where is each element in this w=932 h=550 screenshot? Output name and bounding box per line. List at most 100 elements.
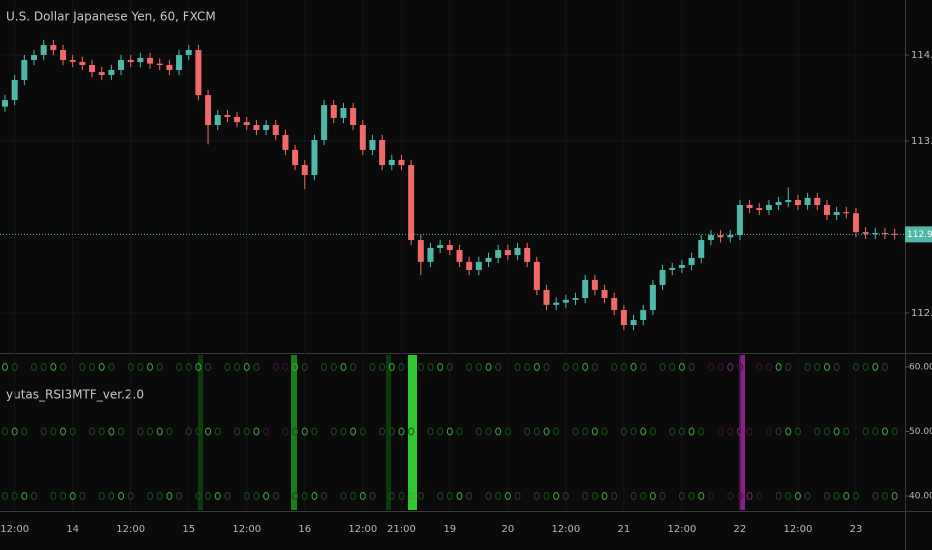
indicator-dot: [794, 427, 801, 436]
candle-body: [475, 261, 482, 270]
indicator-dot: [282, 362, 289, 371]
indicator-dot: [611, 492, 618, 501]
candle-body: [272, 125, 279, 135]
indicator-dot: [485, 492, 492, 501]
x-tick-label: 12:00: [784, 524, 813, 535]
indicator-dot: [485, 362, 492, 371]
indicator-dot: [649, 427, 656, 436]
indicator-dot: [185, 427, 192, 436]
indicator-dot: [253, 362, 260, 371]
indicator-dot: [582, 427, 589, 436]
candle-body: [185, 50, 192, 56]
indicator-dot: [785, 362, 792, 371]
indicator-dot: [89, 362, 96, 371]
indicator-dot: [765, 362, 772, 371]
indicator-dot: [311, 492, 318, 501]
candle-body: [727, 235, 734, 238]
indicator-dot: [794, 492, 801, 501]
indicator-dot: [814, 362, 821, 371]
indicator-dot: [746, 427, 753, 436]
candle-body: [814, 197, 821, 205]
indicator-dot: [292, 492, 299, 501]
x-tick-label: 21: [618, 524, 631, 535]
indicator-dot: [688, 492, 695, 501]
indicator-dot: [243, 492, 250, 501]
y-tick-label: 114.000: [911, 50, 932, 61]
indicator-dot: [495, 492, 502, 501]
indicator-dot: [640, 362, 647, 371]
indicator-dot: [408, 492, 415, 501]
y-tick-label: 113.500: [911, 136, 932, 147]
indicator-dot: [804, 492, 811, 501]
indicator-dot: [127, 492, 134, 501]
indicator-dot: [881, 492, 888, 501]
x-tick-label: 14: [66, 524, 79, 535]
candle-body: [582, 279, 589, 299]
candle-body: [872, 233, 879, 235]
indicator-dot: [340, 427, 347, 436]
candle-body: [775, 202, 782, 205]
y-tick-label: 50.0000: [909, 427, 932, 437]
indicator-dot: [881, 427, 888, 436]
indicator-dot: [466, 492, 473, 501]
indicator-dot: [553, 492, 560, 501]
indicator-dot: [369, 362, 376, 371]
indicator-dot: [340, 492, 347, 501]
indicator-dot: [282, 427, 289, 436]
indicator-dot: [147, 362, 154, 371]
indicator-dot: [292, 362, 299, 371]
indicator-dot: [804, 362, 811, 371]
indicator-dot: [224, 492, 231, 501]
indicator-dot: [504, 427, 511, 436]
indicator-dot: [379, 362, 386, 371]
indicator-dot: [823, 492, 830, 501]
candle-body: [862, 232, 869, 234]
candle-body: [794, 199, 801, 205]
candle-body: [137, 57, 144, 63]
indicator-dot: [533, 427, 540, 436]
indicator-dot: [727, 427, 734, 436]
indicator-dot: [60, 362, 67, 371]
indicator-dot: [620, 427, 627, 436]
indicator-dot: [253, 427, 260, 436]
indicator-dot: [891, 492, 898, 501]
indicator-dot: [98, 492, 105, 501]
x-tick-label: 16: [298, 524, 311, 535]
candle-body: [669, 267, 676, 270]
indicator-dot: [649, 492, 656, 501]
highlight-band: [408, 355, 417, 510]
x-tick-label: 21:00: [387, 524, 416, 535]
candle-body: [678, 264, 685, 268]
indicator-dot: [234, 362, 241, 371]
indicator-dot: [843, 492, 850, 501]
indicator-dot: [862, 427, 869, 436]
indicator-dot: [659, 362, 666, 371]
indicator-dot: [775, 362, 782, 371]
indicator-dot: [263, 492, 270, 501]
indicator-dot: [379, 427, 386, 436]
candle-body: [466, 261, 473, 270]
candle-body: [321, 105, 328, 140]
indicator-dot: [601, 492, 608, 501]
candle-body: [823, 204, 830, 215]
indicator-dot: [543, 362, 550, 371]
indicator-dot: [669, 427, 676, 436]
candle-body: [843, 212, 850, 214]
indicator-dot: [21, 427, 28, 436]
candle-body: [224, 115, 231, 117]
candle-body: [756, 208, 763, 210]
candle-body: [369, 139, 376, 150]
candle-body: [263, 125, 270, 131]
indicator-dot: [311, 427, 318, 436]
indicator-dot: [775, 492, 782, 501]
indicator-dot: [485, 427, 492, 436]
candle-body: [108, 69, 115, 75]
indicator-dot: [533, 362, 540, 371]
indicator-dot: [263, 427, 270, 436]
indicator-dot: [60, 427, 67, 436]
indicator-dot: [176, 362, 183, 371]
candle-body: [282, 134, 289, 150]
indicator-dot: [350, 427, 357, 436]
indicator-dot: [833, 492, 840, 501]
indicator-dot: [707, 492, 714, 501]
